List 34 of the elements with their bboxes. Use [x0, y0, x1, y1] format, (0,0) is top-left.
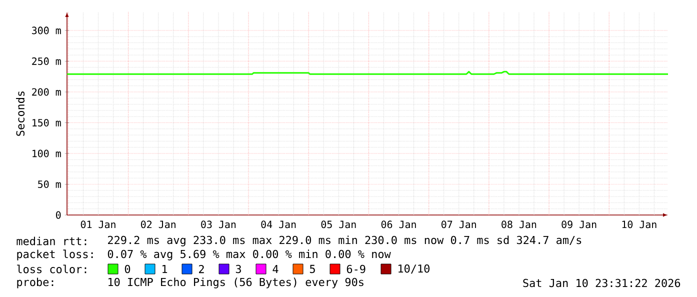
legend-label: 3 — [236, 264, 241, 274]
y-tick-label: 300 m — [32, 26, 61, 34]
x-tick-label: 01 Jan — [80, 220, 116, 228]
y-tick-label: 0 — [56, 211, 61, 219]
legend-label: 1 — [162, 265, 168, 273]
text: median rtt: — [16, 236, 86, 246]
text: probe: — [17, 278, 54, 288]
y-tick-label: 100 m — [32, 150, 61, 158]
legend-label: 5 — [310, 264, 315, 274]
legend-title: loss color: — [17, 264, 86, 274]
y-tick-label: 50 m — [38, 180, 61, 188]
legend-label: 10/10 — [398, 264, 430, 274]
x-tick-label: 09 Jan — [562, 220, 596, 228]
y-tick-label: 250 m — [32, 57, 61, 65]
text: 10 ICMP Echo Pings (56 Bytes) every 90s — [108, 278, 364, 288]
x-tick-label: 04 Jan — [261, 220, 296, 228]
legend-label: 0 — [124, 264, 130, 274]
legend-label: 2 — [199, 264, 204, 274]
text: Sat Jan 10 23:31:22 2026 — [523, 278, 680, 288]
x-tick-label: 06 Jan — [381, 220, 416, 228]
text: 0.07 % avg 5.69 % max 0.00 % min 0.00 % now — [108, 250, 391, 260]
text: packet loss: — [17, 250, 93, 260]
y-tick-label: 150 m — [32, 118, 61, 126]
x-tick-label: 07 Jan — [442, 220, 476, 228]
legend-label: 6-9 — [346, 264, 366, 274]
y-tick-label: 200 m — [32, 88, 61, 96]
y-axis-title: Seconds — [16, 91, 25, 136]
legend-label: 4 — [272, 265, 278, 273]
x-tick-label: 03 Jan — [201, 220, 236, 228]
x-tick-label: 08 Jan — [502, 220, 536, 228]
x-tick-label: 10 Jan — [622, 220, 656, 228]
x-tick-label: 05 Jan — [321, 220, 356, 228]
x-tick-label: 02 Jan — [141, 220, 176, 228]
text: 229.2 ms avg 233.0 ms max 229.0 ms min 230.0 ms now 0.7 ms sd 324.7 am/s — [108, 236, 582, 246]
